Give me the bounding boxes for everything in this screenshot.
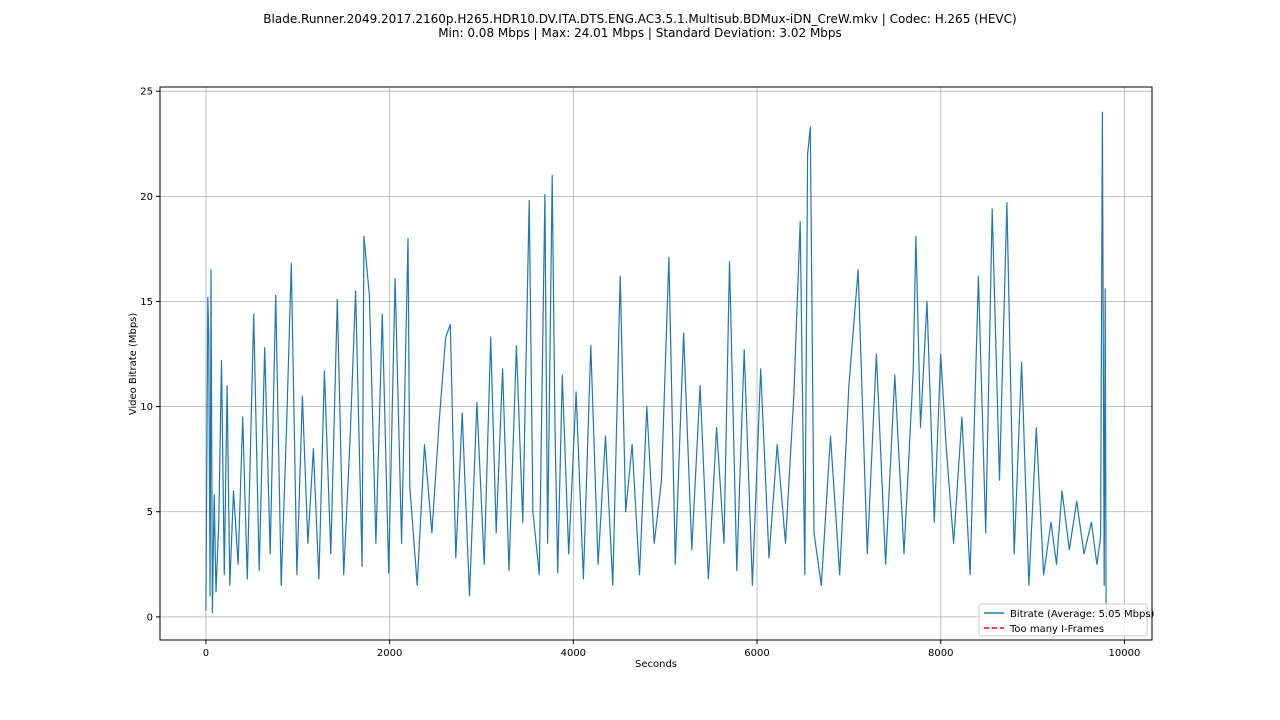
chart-title: Blade.Runner.2049.2017.2160p.H265.HDR10.… [263,12,1017,26]
x-tick-label: 6000 [744,648,769,659]
y-tick-label: 20 [140,192,153,203]
chart-title-block: Blade.Runner.2049.2017.2160p.H265.HDR10.… [0,12,1280,40]
y-axis-label: Video Bitrate (Mbps) [128,313,139,416]
x-tick-label: 2000 [377,648,402,659]
chart-subtitle: Min: 0.08 Mbps | Max: 24.01 Mbps | Stand… [438,26,842,40]
legend-entry-bitrate: Bitrate (Average: 5.05 Mbps) [1010,609,1155,620]
x-axis-ticks: 0 2000 4000 6000 8000 10000 [203,640,1141,659]
y-tick-label: 0 [147,612,153,623]
y-tick-label: 5 [147,507,153,518]
x-tick-label: 4000 [561,648,586,659]
legend: Bitrate (Average: 5.05 Mbps) Too many I-… [978,603,1155,637]
y-tick-label: 15 [140,297,153,308]
axes-frame [159,86,1153,641]
plot-area [205,111,1107,615]
x-tick-label: 0 [203,648,209,659]
legend-entry-iframes: Too many I-Frames [1009,624,1104,635]
legend-box [978,603,1148,637]
x-axis-label: Seconds [635,659,677,670]
bitrate-series-line [205,111,1107,615]
y-tick-label: 25 [140,87,153,98]
y-axis-ticks: 0 5 10 15 20 25 [140,87,160,623]
x-tick-label: 10000 [1109,648,1141,659]
y-tick-label: 10 [140,402,153,413]
x-tick-label: 8000 [928,648,953,659]
